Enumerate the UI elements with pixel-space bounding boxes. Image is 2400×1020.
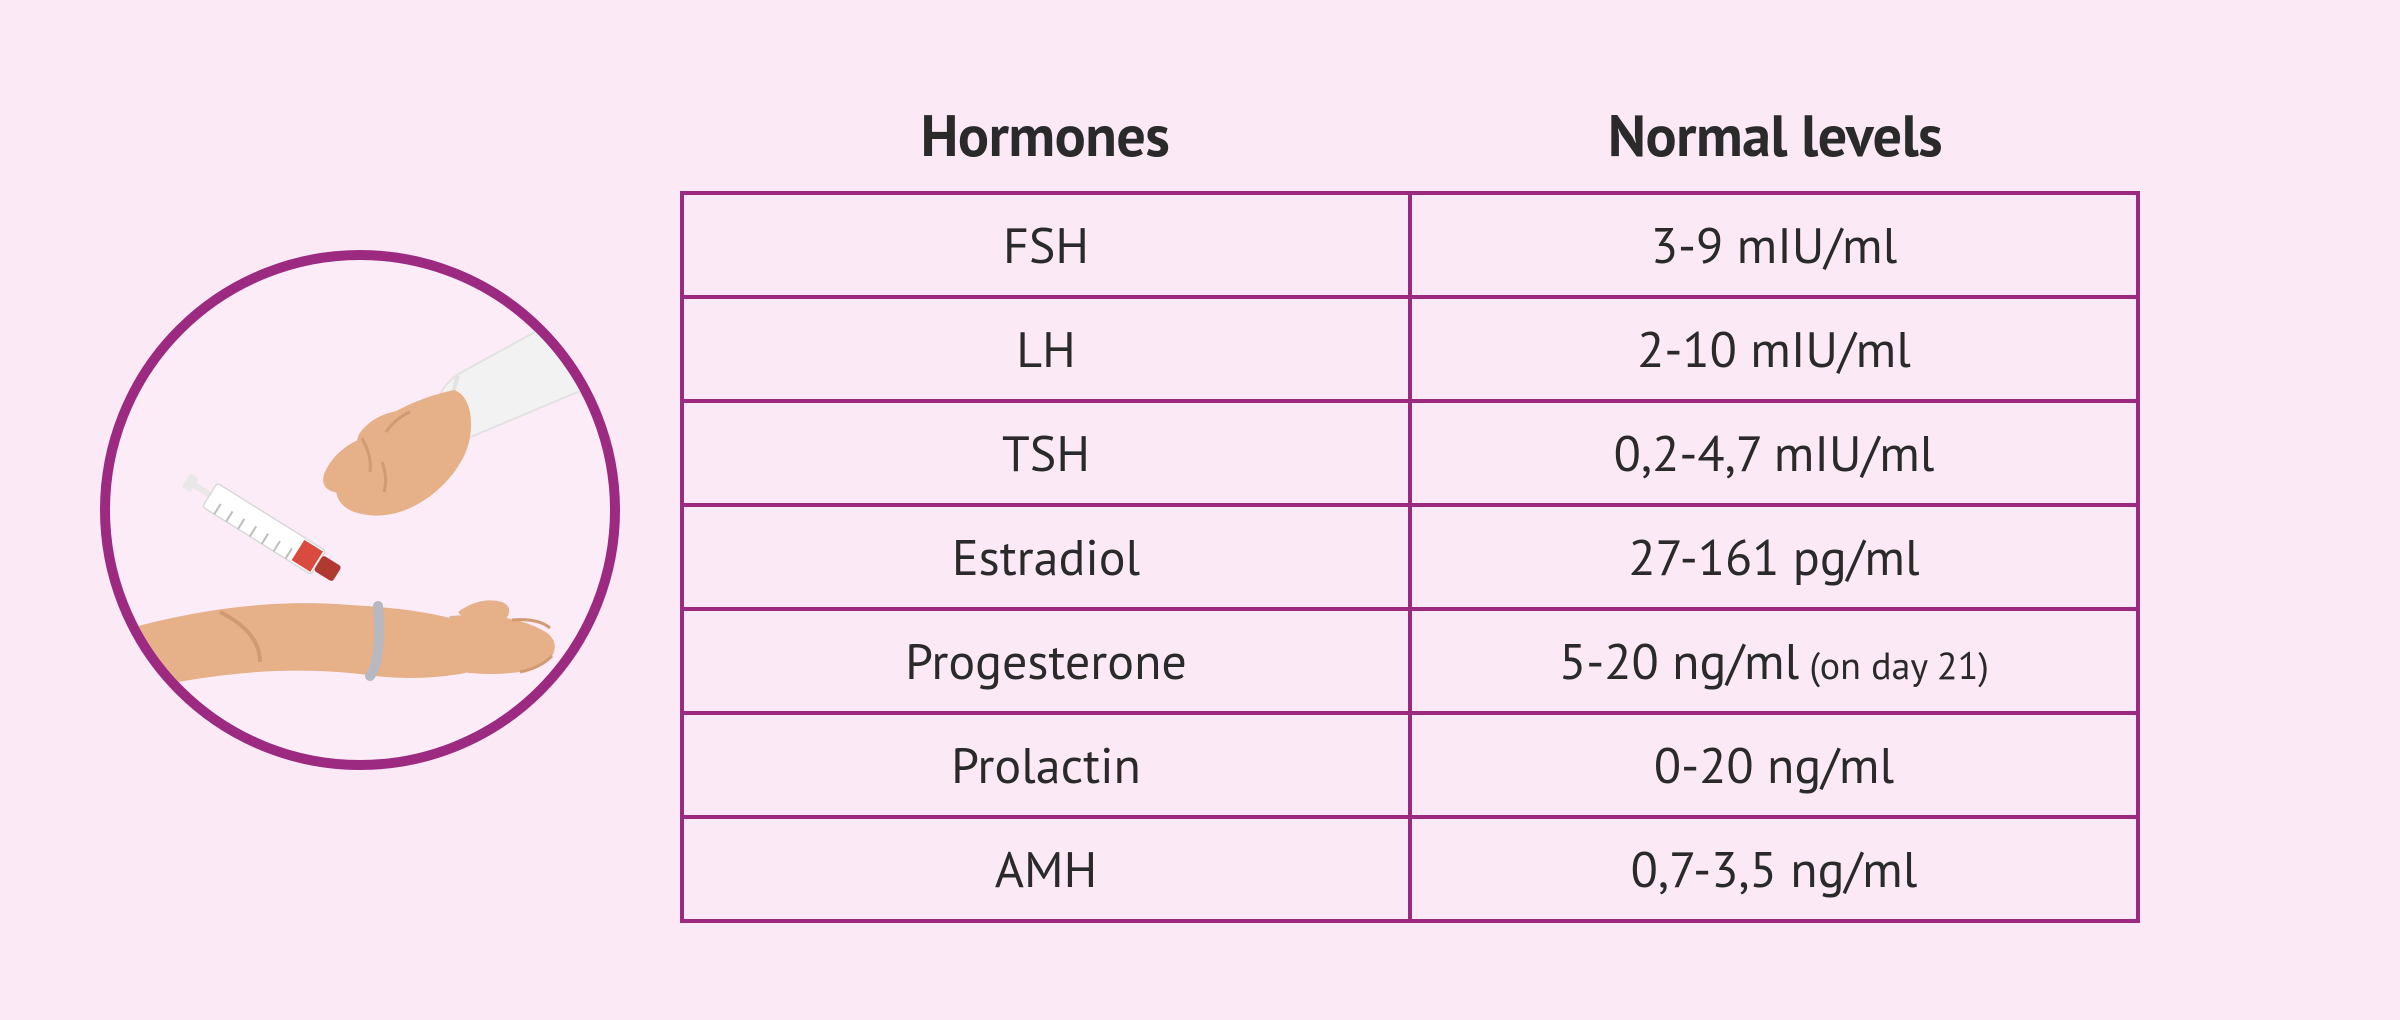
table-row: Estradiol 27-161 pg/ml [682,505,2138,609]
level-cell: 3-9 mIU/ml [1410,193,2138,297]
table-row: LH 2-10 mIU/ml [682,297,2138,401]
hormone-cell: LH [682,297,1410,401]
hormone-cell: FSH [682,193,1410,297]
hormone-table-section: Hormones Normal levels FSH 3-9 mIU/ml LH… [640,98,2340,923]
level-cell: 0,7-3,5 ng/ml [1410,817,2138,921]
hormone-table: FSH 3-9 mIU/ml LH 2-10 mIU/ml TSH 0,2-4,… [680,191,2140,923]
level-cell: 0,2-4,7 mIU/ml [1410,401,2138,505]
level-cell: 0-20 ng/ml [1410,713,2138,817]
header-hormones: Hormones [680,98,1410,173]
level-cell: 27-161 pg/ml [1410,505,2138,609]
blood-test-illustration [80,250,640,770]
table-row: FSH 3-9 mIU/ml [682,193,2138,297]
hormone-cell: TSH [682,401,1410,505]
level-cell: 2-10 mIU/ml [1410,297,2138,401]
header-levels: Normal levels [1410,98,2140,173]
blood-draw-icon [110,260,610,760]
level-cell: 5-20 ng/ml (on day 21) [1410,609,2138,713]
table-headers: Hormones Normal levels [680,98,2140,173]
table-row: Prolactin 0-20 ng/ml [682,713,2138,817]
illustration-circle [100,250,620,770]
table-row: AMH 0,7-3,5 ng/ml [682,817,2138,921]
hormone-cell: AMH [682,817,1410,921]
hormone-cell: Prolactin [682,713,1410,817]
hormone-cell: Estradiol [682,505,1410,609]
hormone-cell: Progesterone [682,609,1410,713]
table-row: TSH 0,2-4,7 mIU/ml [682,401,2138,505]
table-row: Progesterone 5-20 ng/ml (on day 21) [682,609,2138,713]
